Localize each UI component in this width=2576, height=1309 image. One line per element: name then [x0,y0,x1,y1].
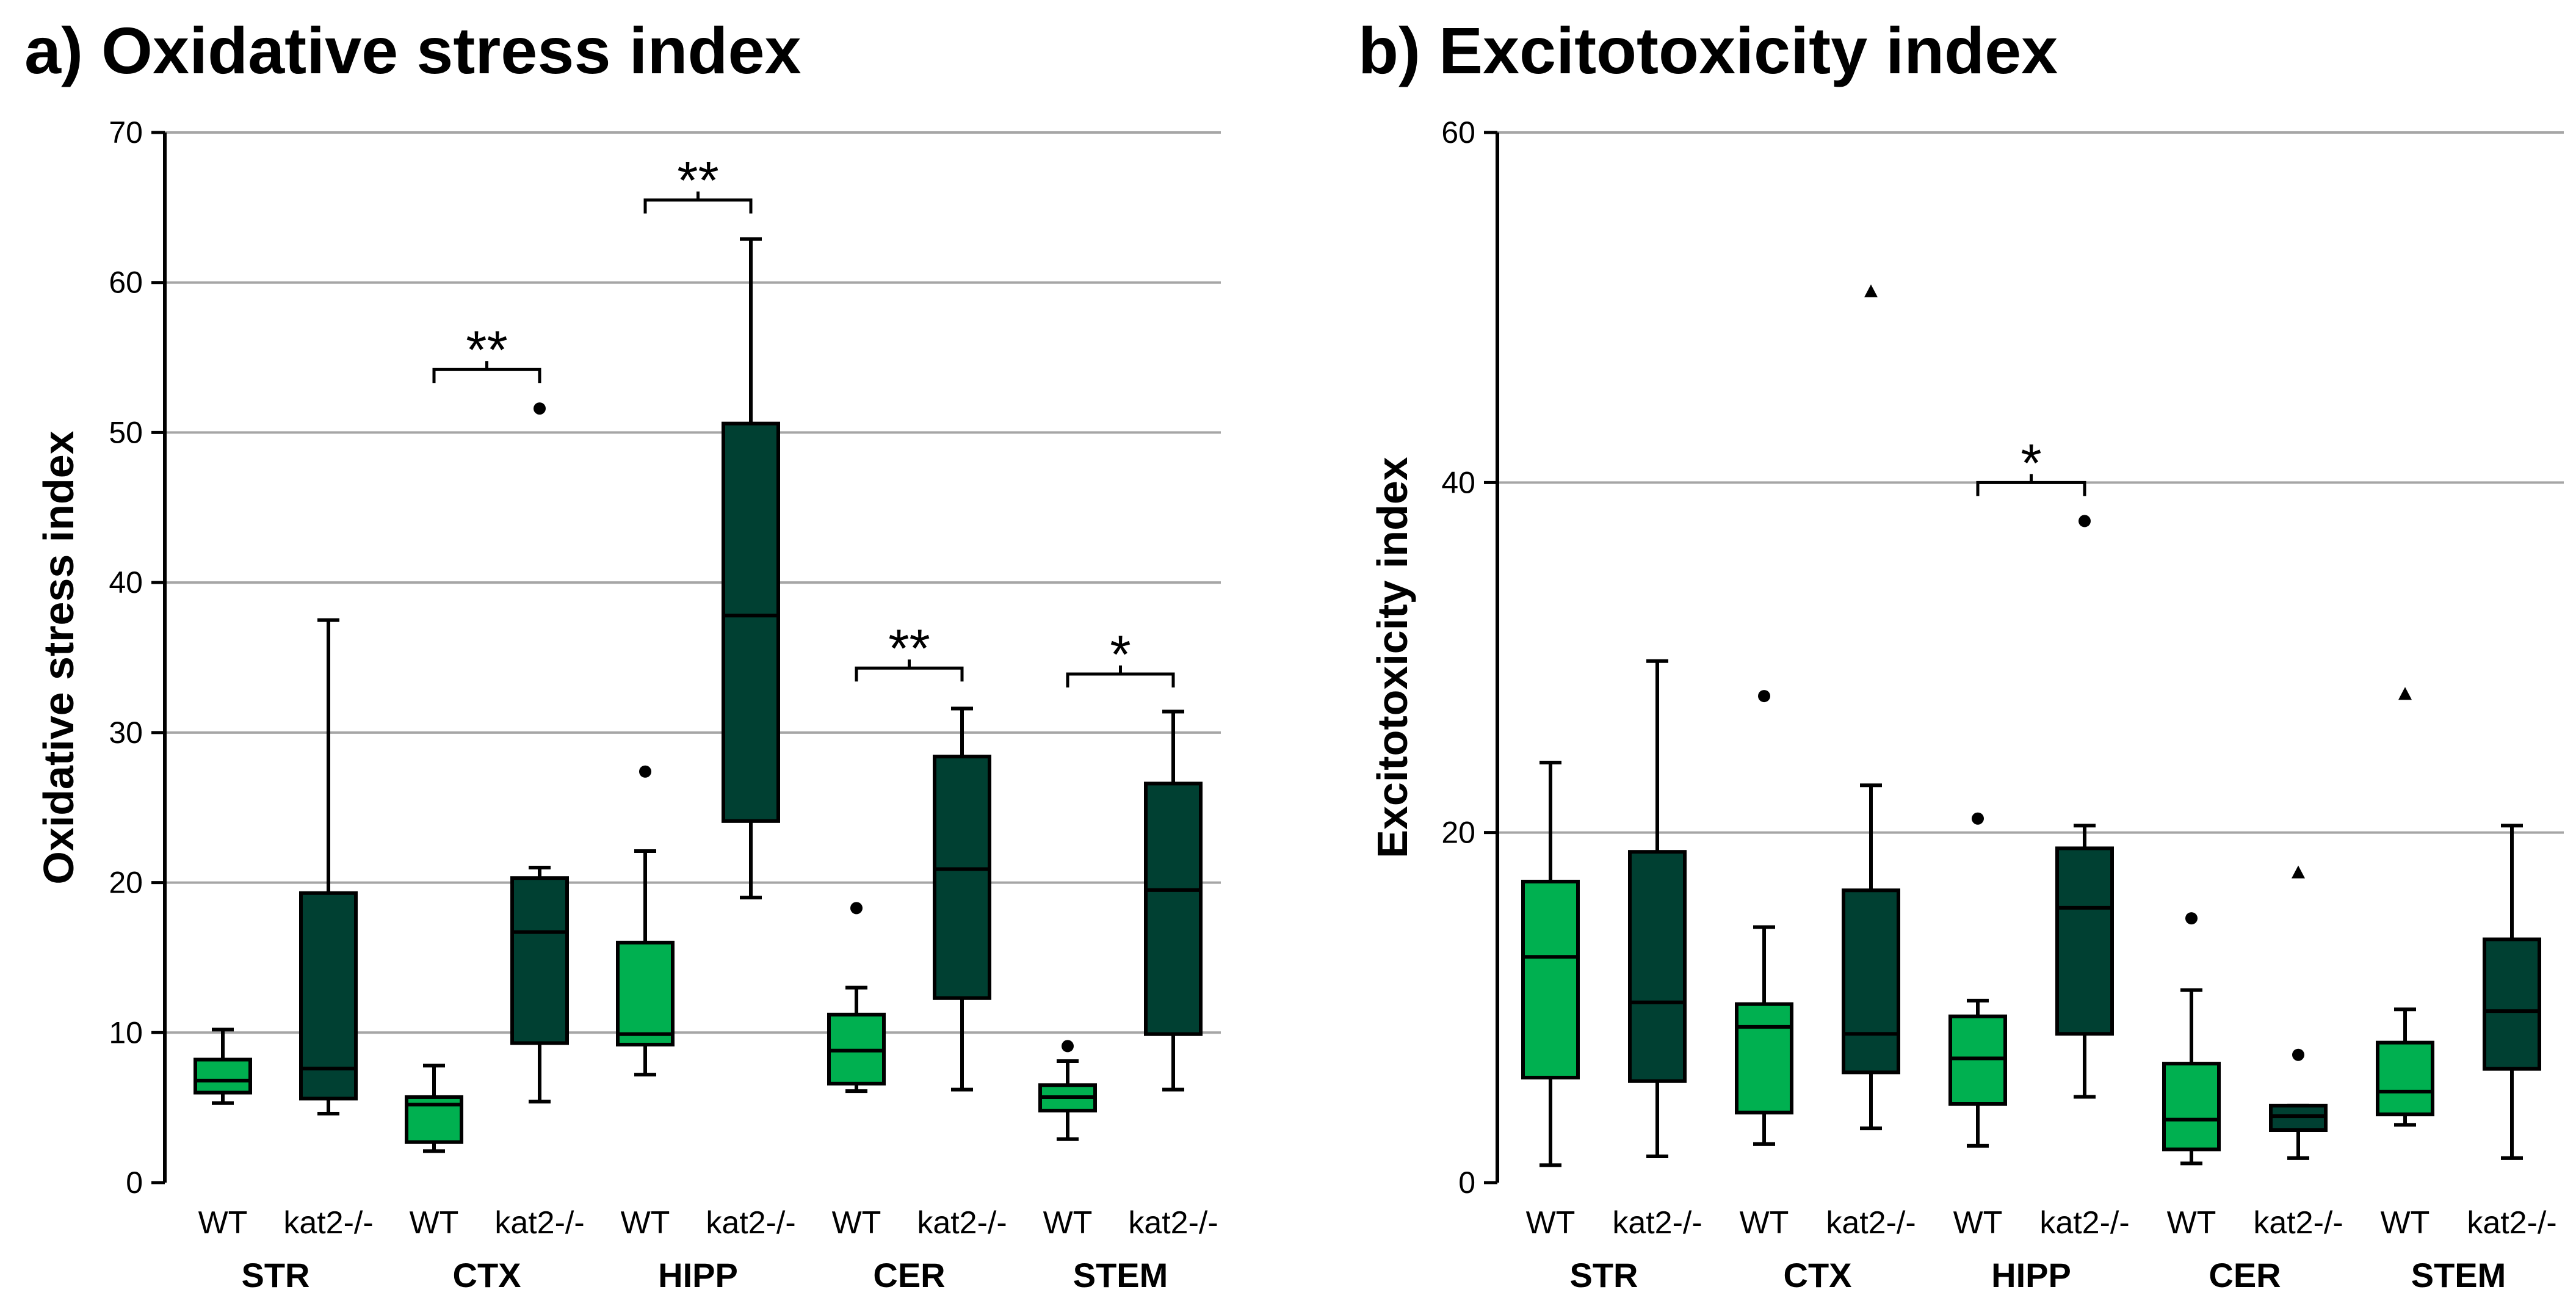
outlier-point [1758,690,1770,703]
group-label: STEM [1073,1256,1168,1294]
box-hipp-kat2 [722,421,780,823]
box-stem-kat2 [1144,781,1203,1036]
x-tick-label: kat2-/- [494,1205,584,1241]
group-label: HIPP [658,1256,738,1294]
box-ctx-wt [1735,1002,1793,1115]
x-tick-label: WT [1043,1205,1093,1241]
panel-b-title: b) Excitotoxicity index [1358,13,2058,87]
y-tick-label: 20 [1441,816,1475,850]
x-tick-label: kat2-/- [283,1205,373,1241]
box-str-wt [194,1057,252,1095]
box-cer-wt [2162,1062,2221,1151]
outlier-point [639,765,651,778]
outlier-point [534,402,546,415]
y-tick-label: 70 [109,115,143,150]
x-tick-label: WT [2381,1205,2430,1241]
group-label: CER [2209,1256,2281,1294]
group-label: STR [242,1256,310,1294]
y-axis-label: Excitotoxicity index [1369,457,1416,858]
extreme-point [2398,687,2412,700]
x-tick-label: WT [621,1205,670,1241]
x-tick-label: kat2-/- [1612,1205,1702,1241]
panel-b-excitotoxicity: 0 20 40 60 Excitotoxicity index WT kat2-/- WT ka… [1369,115,2564,1294]
x-tick-label: WT [832,1205,881,1241]
box-str-kat2 [299,891,358,1101]
y-tick-label: 60 [109,266,143,300]
outlier-point [2292,1048,2304,1061]
significance-bracket [1066,665,1175,688]
x-tick-label: kat2-/- [917,1205,1007,1241]
y-tick-label: 0 [1458,1166,1475,1200]
significance-bracket [855,659,964,682]
y-tick-label: 20 [109,866,143,900]
y-tick-label: 10 [109,1015,143,1050]
group-label: CTX [1784,1256,1852,1294]
x-tick-label: WT [410,1205,459,1241]
box-stem-kat2 [2483,937,2541,1071]
significance-marker: * [2021,432,2041,493]
box-cer-kat2 [933,755,991,1000]
significance-bracket [432,361,541,383]
outlier-point [2079,515,2091,528]
significance-bracket [1976,474,2086,496]
outlier-point [850,902,863,915]
y-axis-label: Oxidative stress index [35,430,82,884]
y-tick-label: 50 [109,415,143,449]
group-label: CTX [453,1256,521,1294]
y-tick-label: 60 [1441,115,1475,150]
box-stem-wt [2376,1040,2434,1117]
x-tick-label: kat2-/- [2039,1205,2129,1241]
group-label: STEM [2411,1256,2506,1294]
y-tick-label: 40 [1441,465,1475,499]
outlier-point [1972,812,1984,825]
x-tick-label: kat2-/- [2467,1205,2556,1241]
group-label: STR [1570,1256,1638,1294]
group-label: HIPP [1991,1256,2071,1294]
outlier-point [2185,912,2198,925]
panel-a-title: a) Oxidative stress index [24,13,801,87]
y-tick-label: 40 [109,565,143,600]
significance-marker: ** [888,618,930,678]
significance-marker: ** [677,150,719,211]
outlier-point [1062,1040,1074,1053]
significance-marker: * [1110,624,1131,684]
x-tick-label: WT [1953,1205,2003,1241]
group-label: CER [873,1256,945,1294]
extreme-point [2292,865,2305,879]
x-tick-label: WT [198,1205,248,1241]
box-hipp-kat2 [2055,846,2114,1036]
x-tick-label: kat2-/- [2253,1205,2343,1241]
box-hipp-wt [616,940,675,1046]
box-ctx-kat2 [1842,888,1900,1075]
extreme-point [1864,284,1878,297]
x-tick-label: kat2-/- [706,1205,795,1241]
box-ctx-kat2 [510,876,569,1045]
significance-bracket [643,191,753,214]
x-tick-label: kat2-/- [1128,1205,1218,1241]
significance-marker: ** [466,319,508,380]
y-tick-label: 0 [126,1166,143,1200]
x-tick-label: WT [1740,1205,1789,1241]
x-tick-label: WT [1526,1205,1576,1241]
x-tick-label: kat2-/- [1826,1205,1916,1241]
panel-a-oxidative-stress: 0 10 20 30 40 50 60 70 Oxidative stress index WT k… [35,115,1221,1294]
x-tick-label: WT [2167,1205,2216,1241]
box-str-kat2 [1628,850,1687,1083]
y-tick-label: 30 [109,716,143,750]
box-str-wt [1521,879,1580,1080]
